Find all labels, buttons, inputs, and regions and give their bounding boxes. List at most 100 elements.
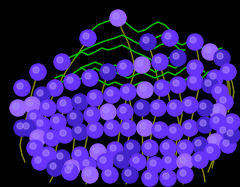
- Circle shape: [207, 70, 223, 86]
- Circle shape: [147, 157, 163, 173]
- Circle shape: [195, 155, 201, 161]
- Circle shape: [223, 67, 229, 73]
- Circle shape: [114, 152, 130, 168]
- Circle shape: [137, 60, 143, 66]
- Circle shape: [200, 103, 206, 109]
- Circle shape: [213, 117, 219, 123]
- Circle shape: [202, 77, 218, 93]
- Circle shape: [163, 173, 169, 179]
- Circle shape: [142, 140, 158, 156]
- Circle shape: [125, 170, 131, 176]
- Circle shape: [165, 157, 171, 163]
- Circle shape: [120, 84, 136, 100]
- Circle shape: [223, 140, 229, 146]
- Circle shape: [214, 50, 230, 66]
- Circle shape: [177, 140, 193, 156]
- Circle shape: [14, 80, 30, 96]
- Circle shape: [217, 53, 223, 59]
- Circle shape: [220, 137, 236, 153]
- Circle shape: [103, 107, 109, 113]
- Circle shape: [137, 120, 153, 136]
- Circle shape: [117, 60, 133, 76]
- Circle shape: [53, 117, 59, 123]
- Circle shape: [197, 100, 213, 116]
- Circle shape: [100, 64, 116, 80]
- Circle shape: [85, 73, 91, 79]
- Circle shape: [177, 154, 193, 170]
- Circle shape: [173, 80, 179, 86]
- Circle shape: [87, 122, 103, 138]
- Circle shape: [224, 114, 240, 130]
- Circle shape: [27, 110, 43, 126]
- Circle shape: [60, 100, 66, 106]
- Circle shape: [192, 137, 208, 153]
- Circle shape: [90, 125, 96, 131]
- Circle shape: [207, 147, 213, 153]
- Circle shape: [134, 100, 150, 116]
- Circle shape: [134, 57, 150, 73]
- Circle shape: [220, 64, 236, 80]
- Circle shape: [85, 170, 91, 176]
- Circle shape: [143, 37, 149, 43]
- Circle shape: [150, 160, 156, 166]
- Circle shape: [123, 87, 129, 93]
- Circle shape: [187, 74, 203, 90]
- Circle shape: [210, 73, 216, 79]
- Circle shape: [110, 145, 116, 151]
- Circle shape: [43, 103, 49, 109]
- Circle shape: [17, 123, 23, 129]
- Circle shape: [152, 54, 168, 70]
- Circle shape: [137, 82, 153, 98]
- Circle shape: [60, 130, 66, 136]
- Circle shape: [20, 120, 36, 136]
- Circle shape: [47, 80, 63, 96]
- Circle shape: [64, 74, 80, 90]
- Circle shape: [187, 34, 203, 50]
- Circle shape: [173, 53, 179, 59]
- Circle shape: [54, 150, 70, 166]
- Circle shape: [105, 170, 111, 176]
- Circle shape: [210, 114, 226, 130]
- Circle shape: [72, 124, 88, 140]
- Circle shape: [30, 143, 36, 149]
- Circle shape: [215, 87, 221, 93]
- Circle shape: [30, 64, 46, 80]
- Circle shape: [44, 130, 60, 146]
- Circle shape: [185, 123, 191, 129]
- Circle shape: [84, 107, 100, 123]
- Circle shape: [90, 93, 96, 99]
- Circle shape: [104, 120, 120, 136]
- Circle shape: [40, 100, 56, 116]
- Circle shape: [170, 103, 176, 109]
- Circle shape: [14, 120, 30, 136]
- Circle shape: [33, 133, 39, 139]
- Circle shape: [153, 103, 159, 109]
- Circle shape: [117, 104, 133, 120]
- Circle shape: [82, 167, 98, 183]
- Circle shape: [205, 47, 211, 53]
- Circle shape: [122, 167, 138, 183]
- Circle shape: [160, 170, 176, 186]
- Circle shape: [67, 77, 73, 83]
- Circle shape: [80, 30, 96, 46]
- Circle shape: [182, 120, 198, 136]
- Circle shape: [24, 97, 40, 113]
- Circle shape: [213, 107, 219, 113]
- Circle shape: [190, 37, 196, 43]
- Circle shape: [155, 57, 161, 63]
- Circle shape: [177, 167, 193, 183]
- Circle shape: [123, 123, 129, 129]
- Circle shape: [50, 163, 56, 169]
- Circle shape: [13, 103, 19, 109]
- Circle shape: [224, 127, 240, 143]
- Circle shape: [64, 160, 80, 176]
- Circle shape: [67, 163, 73, 169]
- Circle shape: [83, 160, 89, 166]
- Circle shape: [57, 153, 63, 159]
- Circle shape: [170, 50, 186, 66]
- Circle shape: [87, 90, 103, 106]
- Circle shape: [162, 154, 178, 170]
- Circle shape: [207, 134, 223, 150]
- Circle shape: [10, 100, 26, 116]
- Circle shape: [204, 144, 220, 160]
